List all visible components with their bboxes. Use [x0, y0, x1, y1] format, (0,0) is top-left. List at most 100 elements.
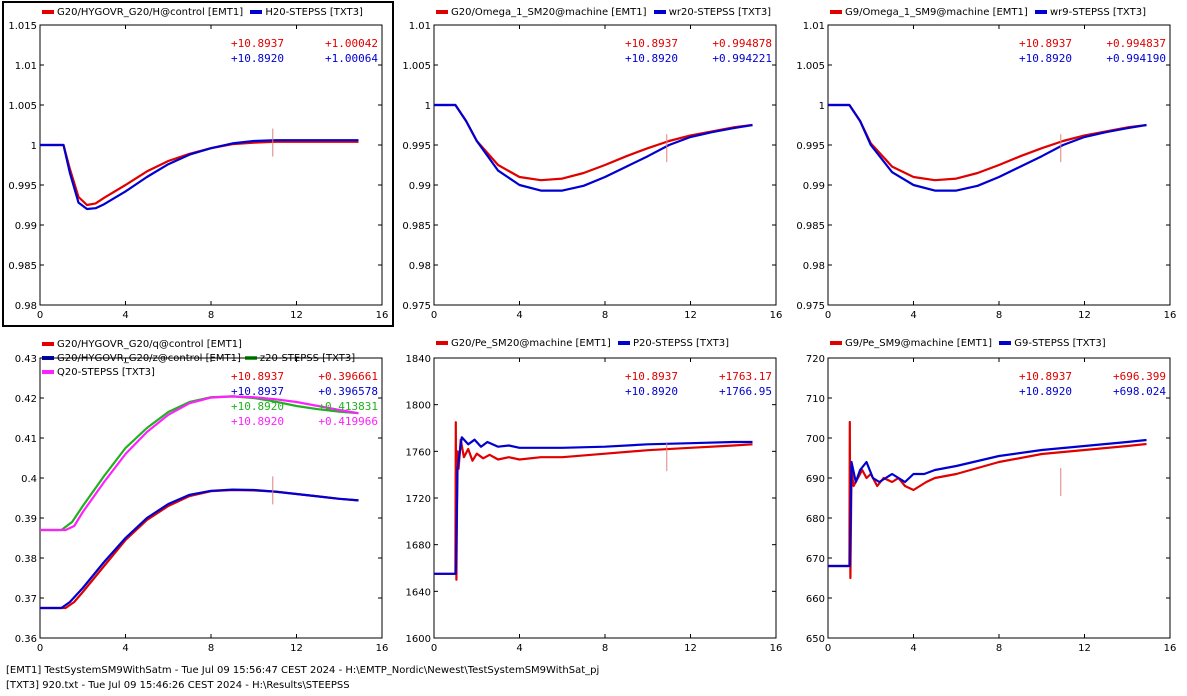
- y-tick-label: 1.005: [796, 61, 825, 72]
- y-tick-label: 1.015: [8, 21, 37, 32]
- cursor-time-readout: +10.8937: [625, 37, 678, 50]
- series-line: [40, 488, 359, 610]
- legend-entry[interactable]: wr9-STEPSS [TXT3]: [1034, 7, 1146, 18]
- legend-label: Q20-STEPSS [TXT3]: [57, 367, 155, 378]
- x-tick-label: 12: [1078, 310, 1091, 321]
- legend-entry[interactable]: wr20-STEPSS [TXT3]: [653, 7, 771, 18]
- cursor-value-readout: +1766.95: [719, 385, 772, 398]
- legend-entry[interactable]: G20/HYGOVR_G20/q@control [EMT1]: [42, 338, 242, 352]
- legend-entry[interactable]: G9/Pe_SM9@machine [EMT1]: [830, 338, 992, 349]
- series-line: [828, 103, 1147, 192]
- y-tick-label: 1.01: [15, 61, 37, 72]
- cursor-value-readout: +0.419966: [318, 415, 378, 428]
- legend-entry[interactable]: G9-STEPSS [TXT3]: [999, 338, 1106, 349]
- y-tick-label: 650: [806, 634, 825, 645]
- legend-entry[interactable]: G20/Pe_SM20@machine [EMT1]: [436, 338, 611, 349]
- y-tick-label: 720: [806, 354, 825, 365]
- legend-label: wr9-STEPSS [TXT3]: [1049, 7, 1146, 18]
- y-tick-label: 660: [806, 594, 825, 605]
- footer-source-txt: [TXT3] 920.txt - Tue Jul 09 15:46:26 CES…: [6, 680, 350, 691]
- x-tick-label: 16: [376, 310, 389, 321]
- cursor-time-readout: +10.8920: [231, 415, 284, 428]
- chart-plot[interactable]: 0.43 0.42 0.41 0.4 0.39 0.38 0.37 0.360 4 8 12 16 +1…: [4, 336, 392, 658]
- x-tick-label: 12: [1078, 643, 1091, 654]
- y-tick-label: 0.995: [796, 141, 825, 152]
- chart-panel-omega-sm20[interactable]: G20/Omega_1_SM20@machine [EMT1] wr20-STE…: [398, 3, 786, 325]
- legend-label: G9/Omega_1_SM9@machine [EMT1]: [845, 7, 1028, 18]
- chart-panel-h20[interactable]: G20/HYGOVR_G20/H@control [EMT1] H20-STEP…: [2, 1, 394, 327]
- legend-swatch-txt: [250, 10, 263, 14]
- y-tick-label: 0.37: [15, 594, 37, 605]
- legend-swatch-emt: [42, 342, 54, 346]
- chart-panel-omega-sm9[interactable]: G9/Omega_1_SM9@machine [EMT1] wr9-STEPSS…: [792, 3, 1180, 325]
- y-tick-label: 0.995: [402, 141, 431, 152]
- y-tick-label: 1800: [406, 401, 431, 412]
- x-tick-label: 0: [431, 643, 437, 654]
- y-tick-label: 0.985: [8, 261, 37, 272]
- x-tick-label: 0: [37, 310, 43, 321]
- y-tick-label: 0.98: [409, 261, 431, 272]
- y-tick-label: 1640: [406, 587, 431, 598]
- cursor-time-readout: +10.8920: [625, 385, 678, 398]
- legend-swatch-txt: [617, 341, 630, 345]
- cursor-time-readout: +10.8920: [1019, 385, 1072, 398]
- x-tick-label: 16: [770, 643, 783, 654]
- series-line: [434, 103, 753, 192]
- series-line: [40, 139, 359, 211]
- legend-entry[interactable]: G20/Omega_1_SM20@machine [EMT1]: [436, 7, 647, 18]
- legend-swatch-emt: [830, 341, 842, 345]
- chart-panel-pe-sm20[interactable]: G20/Pe_SM20@machine [EMT1] P20-STEPSS [T…: [398, 336, 786, 658]
- chart-plot[interactable]: 1.015 1.01 1.005 1 0.995 0.99 0.985 0.980 4 8 12 16…: [4, 3, 392, 325]
- y-tick-label: 0.36: [15, 634, 37, 645]
- y-tick-label: 1: [819, 101, 825, 112]
- x-tick-label: 4: [910, 643, 916, 654]
- x-tick-label: 12: [290, 643, 303, 654]
- cursor-time-readout: +10.8937: [231, 370, 284, 383]
- x-tick-label: 4: [516, 310, 522, 321]
- chart-panel-q-z[interactable]: G20/HYGOVR_G20/q@control [EMT1] G20/HYGO…: [4, 336, 392, 658]
- legend-entry[interactable]: G20/HYGOVR_G20/H@control [EMT1]: [42, 7, 243, 18]
- y-tick-label: 0.98: [15, 301, 37, 312]
- plot-frame: [827, 357, 1171, 639]
- chart-panel-pe-sm9[interactable]: G9/Pe_SM9@machine [EMT1] G9-STEPSS [TXT3…: [792, 336, 1180, 658]
- legend-label: G9/Pe_SM9@machine [EMT1]: [845, 338, 993, 349]
- y-tick-label: 1680: [406, 541, 431, 552]
- legend-swatch-txt: [653, 10, 666, 14]
- x-tick-label: 16: [770, 310, 783, 321]
- y-tick-label: 0.99: [15, 221, 37, 232]
- x-tick-label: 16: [1164, 643, 1177, 654]
- x-tick-label: 8: [208, 310, 214, 321]
- legend-entry[interactable]: Q20-STEPSS [TXT3]: [42, 366, 155, 380]
- cursor-time-readout: +10.8937: [1019, 37, 1072, 50]
- cursor-time-readout: +10.8937: [625, 370, 678, 383]
- legend-entry[interactable]: H20-STEPSS [TXT3]: [250, 7, 363, 18]
- cursor-value-readout: +1763.17: [719, 370, 772, 383]
- x-tick-label: 8: [602, 310, 608, 321]
- legend-entry[interactable]: G9/Omega_1_SM9@machine [EMT1]: [830, 7, 1028, 18]
- y-tick-label: 0.98: [803, 261, 825, 272]
- x-tick-label: 0: [825, 643, 831, 654]
- series-line: [40, 488, 359, 610]
- x-tick-label: 12: [290, 310, 303, 321]
- cursor-value-readout: +698.024: [1113, 385, 1166, 398]
- footer-source-emt: [EMT1] TestSystemSM9WithSatm - Tue Jul 0…: [6, 665, 600, 676]
- y-tick-label: 1.01: [409, 21, 431, 32]
- series-line: [828, 103, 1147, 182]
- x-tick-label: 0: [431, 310, 437, 321]
- y-tick-label: 0.42: [15, 394, 37, 405]
- y-tick-label: 1.005: [8, 101, 37, 112]
- y-tick-label: 1: [425, 101, 431, 112]
- chart-legend: G20/HYGOVR_G20/H@control [EMT1] H20-STEP…: [42, 7, 367, 18]
- chart-legend: G20/Omega_1_SM20@machine [EMT1] wr20-STE…: [436, 7, 775, 18]
- series-line: [434, 103, 753, 182]
- legend-swatch-magenta: [42, 370, 54, 374]
- y-tick-label: 0.41: [15, 434, 37, 445]
- x-tick-label: 16: [376, 643, 389, 654]
- y-tick-label: 1600: [406, 634, 431, 645]
- y-tick-label: 0.985: [402, 221, 431, 232]
- legend-entry[interactable]: P20-STEPSS [TXT3]: [617, 338, 729, 349]
